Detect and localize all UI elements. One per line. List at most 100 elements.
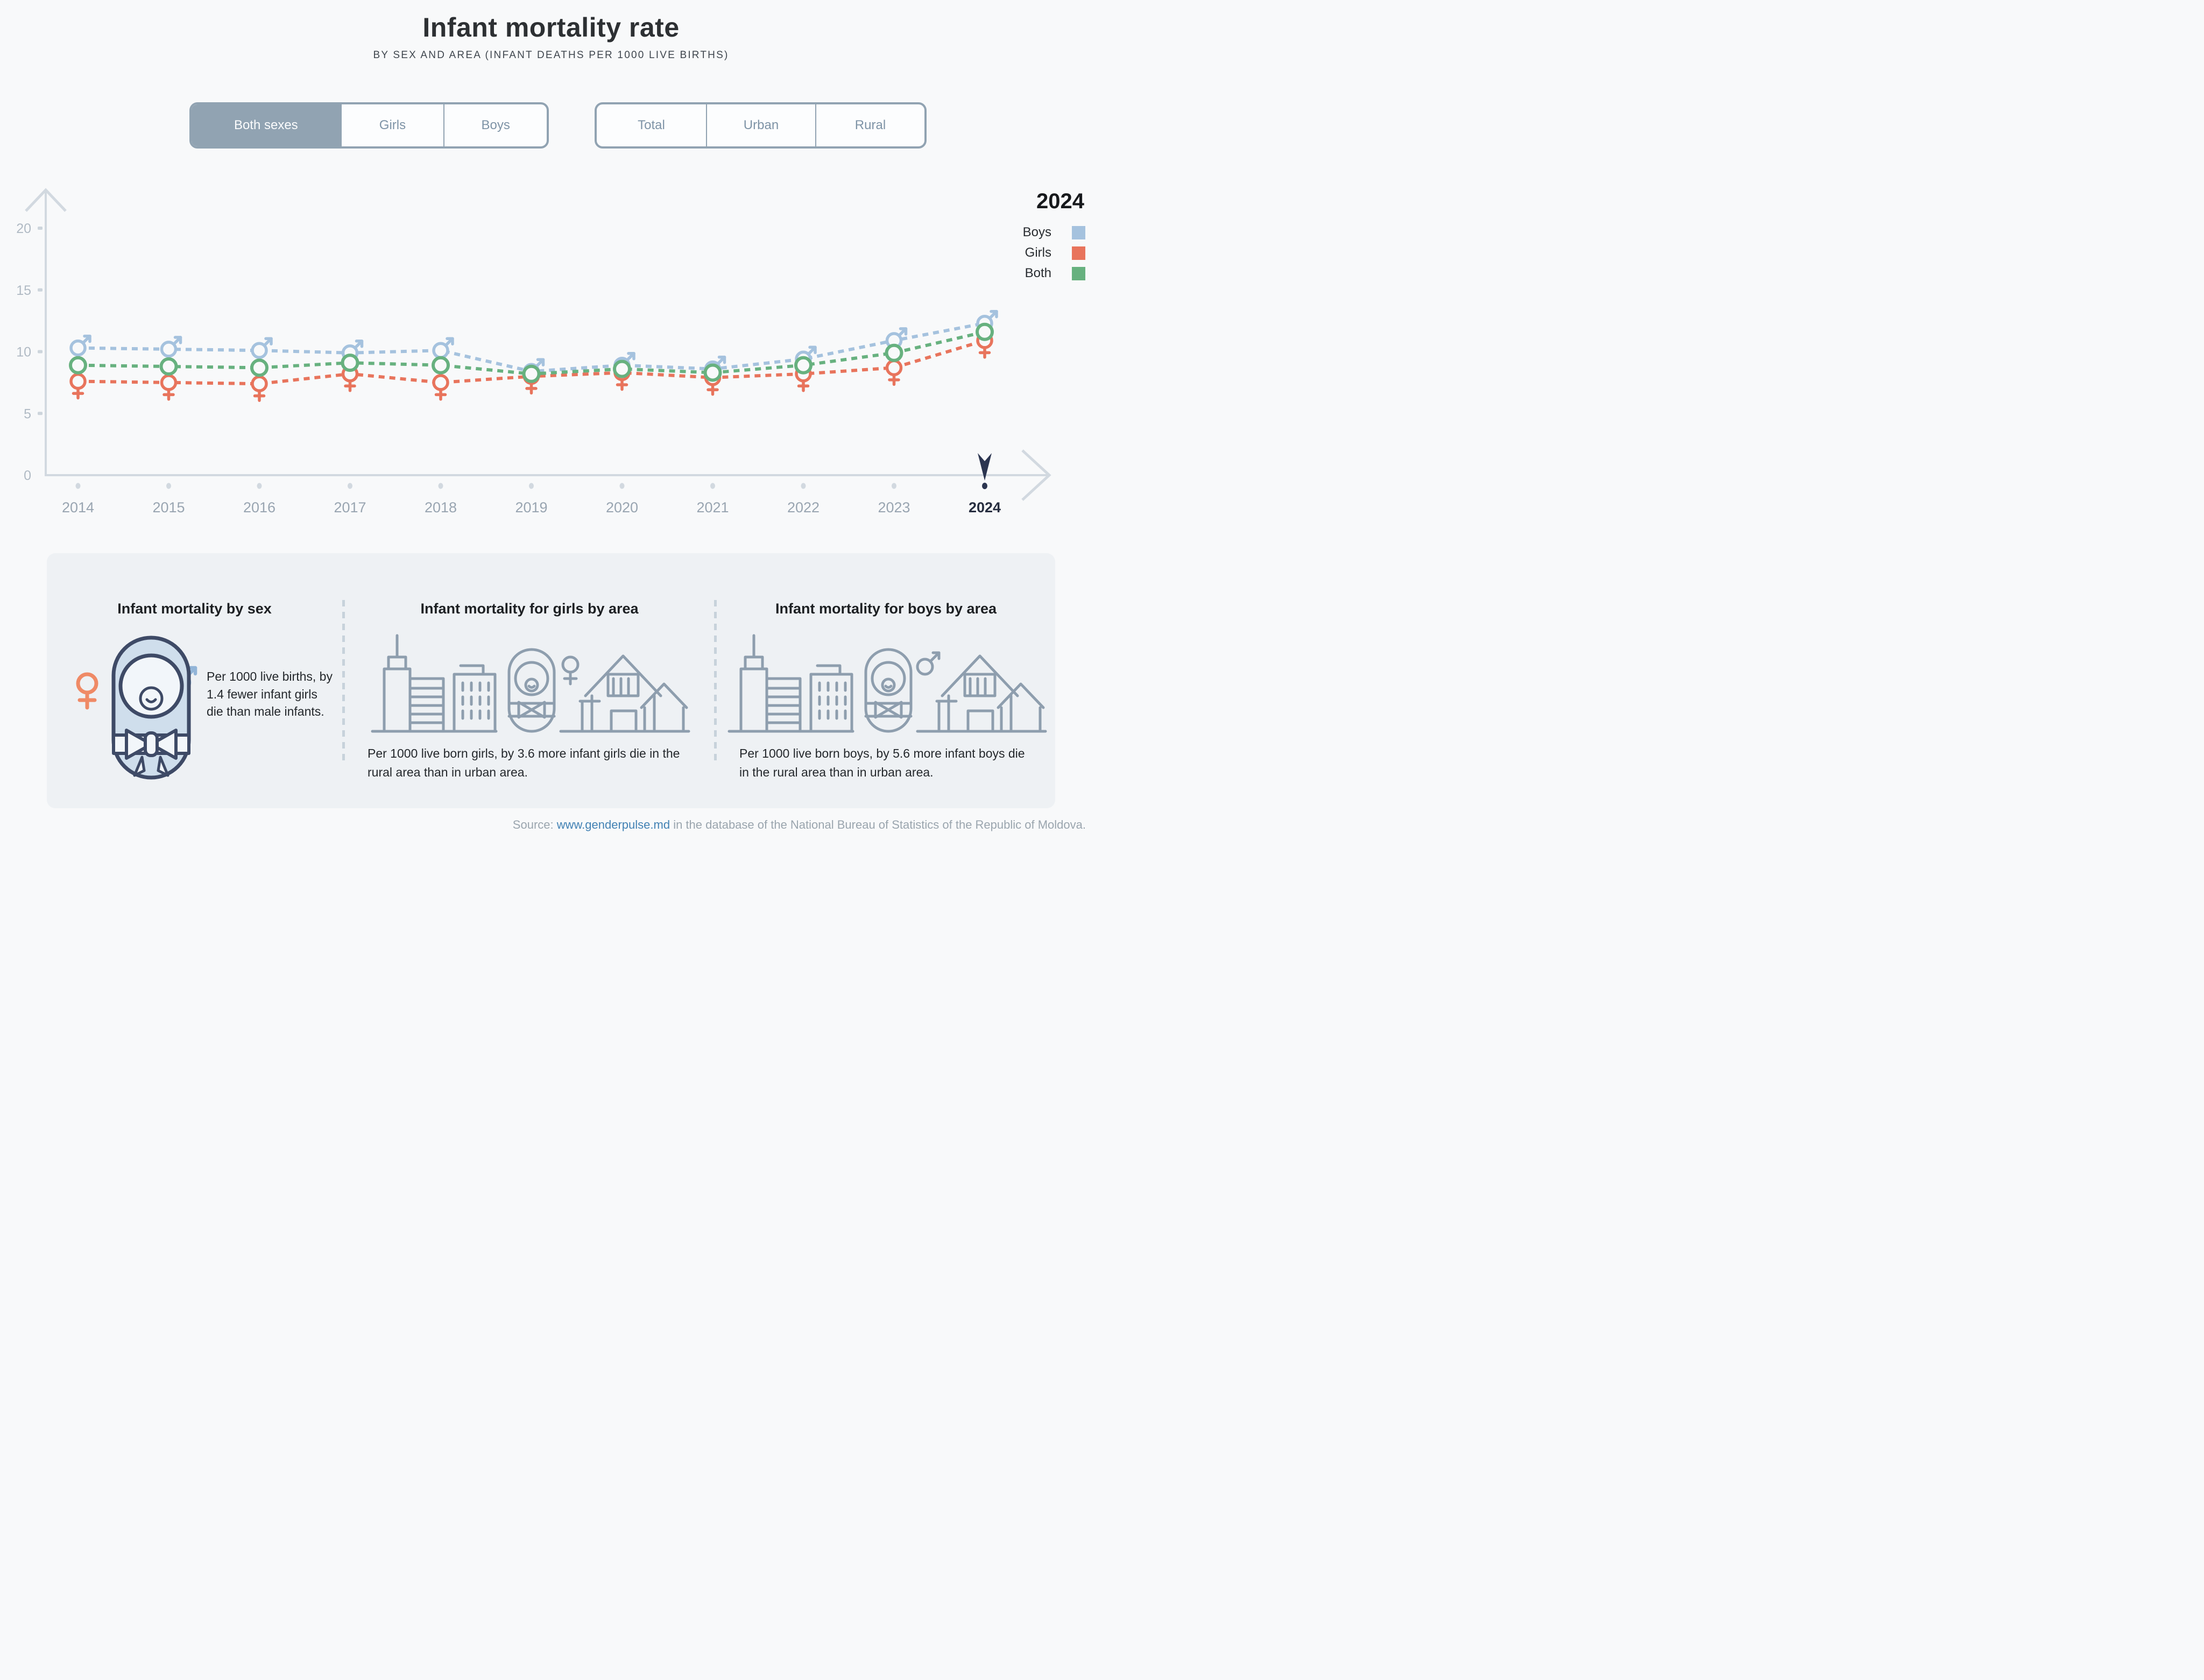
legend-label-boys: Boys [1022, 225, 1051, 239]
legend-label-both: Both [1025, 266, 1051, 280]
boys-marker-2023 [885, 327, 908, 349]
area-toggle-rural[interactable]: Rural [815, 104, 924, 146]
girls-marker-2022 [795, 365, 812, 392]
card-by-sex-text: Per 1000 live births, by 1.4 fewer infan… [207, 669, 333, 719]
card-divider-1 [342, 600, 345, 761]
girls-marker-2016 [251, 375, 268, 402]
baby-outline-icon [507, 648, 556, 733]
both-marker-2022 [794, 356, 813, 375]
boys-marker-2020 [613, 351, 635, 374]
chart-legend: 2024 Boys Girls Both [1023, 189, 1085, 284]
both-marker-2019 [522, 364, 541, 383]
girls-urban-rural-icon [371, 634, 690, 733]
girls-marker-2024 [976, 332, 993, 359]
y-tick-10 [38, 350, 43, 354]
baby-outline-icon [864, 648, 912, 733]
source-link[interactable]: www.genderpulse.md [556, 818, 670, 831]
card-title-girls-area: Infant mortality for girls by area [420, 601, 639, 617]
y-tick-15 [38, 288, 43, 292]
year-dot-2020 [619, 483, 625, 489]
card-title-boys-area: Infant mortality for boys by area [775, 601, 997, 617]
area-toggle-total[interactable]: Total [638, 118, 665, 132]
legend-swatch-boys [1072, 225, 1085, 239]
legend-item-both: Both [1023, 263, 1085, 284]
girls-marker-2018 [432, 374, 449, 401]
series-girls-line [77, 338, 985, 386]
boys-marker-2021 [704, 355, 726, 378]
source-line: Source: www.genderpulse.md in the databa… [513, 818, 1086, 832]
y-axis-label-5: 5 [24, 406, 31, 421]
area-toggle-group: Total Urban Rural [595, 102, 927, 149]
rural-houses-icon [916, 654, 1047, 733]
female-icon [76, 672, 98, 710]
y-axis-label-0: 0 [24, 468, 31, 483]
year-dot-2014 [75, 483, 81, 489]
x-axis-label-2018: 2018 [425, 499, 457, 516]
sex-toggle-both-sexes[interactable]: Both sexes [192, 104, 341, 146]
card-title-by-sex: Infant mortality by sex [117, 601, 272, 617]
x-axis-label-2023: 2023 [878, 499, 910, 516]
both-marker-2016 [250, 358, 269, 377]
area-toggle-urban[interactable]: Urban [705, 104, 815, 146]
card-divider-2 [714, 600, 717, 761]
year-dot-2019 [529, 483, 534, 489]
y-tick-20 [38, 227, 43, 230]
sex-toggle-boys[interactable]: Boys [443, 104, 547, 146]
genderpulse-infant-mortality-dashboard: Infant mortality rate BY SEX AND AREA (I… [0, 0, 1102, 840]
sex-toggle-girls[interactable]: Girls [340, 104, 444, 146]
year-dot-2015 [166, 483, 171, 489]
legend-label-girls: Girls [1025, 245, 1051, 260]
card-boys-by-area: Infant mortality for boys by area [717, 553, 1055, 808]
boys-marker-2017 [341, 340, 364, 362]
card-by-sex-body: Per 1000 live births, by 1.4 fewer infan… [47, 617, 342, 784]
card-girls-by-area: Infant mortality for girls by area [345, 553, 714, 808]
series-both-line [77, 330, 985, 376]
legend-year: 2024 [1036, 189, 1084, 213]
year-dot-2018 [438, 483, 443, 489]
y-axis-label-20: 20 [16, 221, 31, 236]
sex-toggle-group: Both sexes Girls Boys [189, 102, 549, 149]
y-axis-label-15: 15 [16, 283, 31, 298]
source-prefix: Source: [512, 818, 557, 831]
year-dot-2017 [348, 483, 352, 489]
x-axis-label-2021: 2021 [696, 499, 729, 516]
boys-urban-rural-icon [727, 634, 1047, 733]
page-title: Infant mortality rate [422, 12, 680, 43]
girls-marker-2020 [613, 364, 631, 391]
current-year-cursor-icon [978, 453, 992, 481]
boys-marker-2019 [522, 358, 545, 380]
legend-item-girls: Girls [1023, 243, 1085, 263]
city-buildings-icon [371, 634, 498, 733]
x-axis-label-2022: 2022 [787, 499, 820, 516]
boys-marker-2024 [976, 309, 998, 332]
x-axis-label-2014: 2014 [62, 499, 94, 516]
girls-marker-2014 [69, 372, 87, 400]
x-axis-label-2024: 2024 [969, 499, 1001, 516]
page-subtitle: BY SEX AND AREA (INFANT DEATHS PER 1000 … [373, 50, 729, 61]
girls-marker-2017 [341, 365, 359, 392]
info-panel: Infant mortality by sex [47, 553, 1055, 808]
year-dot-2021 [710, 483, 715, 489]
x-axis-label-2015: 2015 [152, 499, 185, 516]
x-axis-label-2017: 2017 [334, 499, 366, 516]
both-marker-2014 [69, 356, 87, 375]
y-tick-5 [38, 412, 43, 415]
legend-item-boys: Boys [1023, 222, 1085, 243]
boys-marker-2014 [69, 334, 91, 357]
girls-marker-2015 [160, 374, 178, 401]
male-icon [916, 651, 940, 676]
source-suffix: in the database of the National Bureau o… [670, 818, 1086, 831]
both-marker-2020 [613, 359, 631, 378]
x-axis-label-2019: 2019 [515, 499, 547, 516]
both-marker-2024 [976, 322, 994, 341]
legend-swatch-girls [1072, 246, 1085, 260]
x-axis-label-2020: 2020 [606, 499, 638, 516]
year-dot-2023 [892, 483, 896, 489]
legend-swatch-both [1072, 266, 1085, 280]
boys-marker-2016 [251, 337, 273, 359]
year-dot-2024 [982, 483, 987, 489]
y-axis-label-10: 10 [16, 345, 31, 360]
both-marker-2015 [159, 357, 178, 376]
card-mortality-by-sex: Infant mortality by sex [47, 553, 342, 808]
rural-houses-icon [559, 654, 690, 733]
